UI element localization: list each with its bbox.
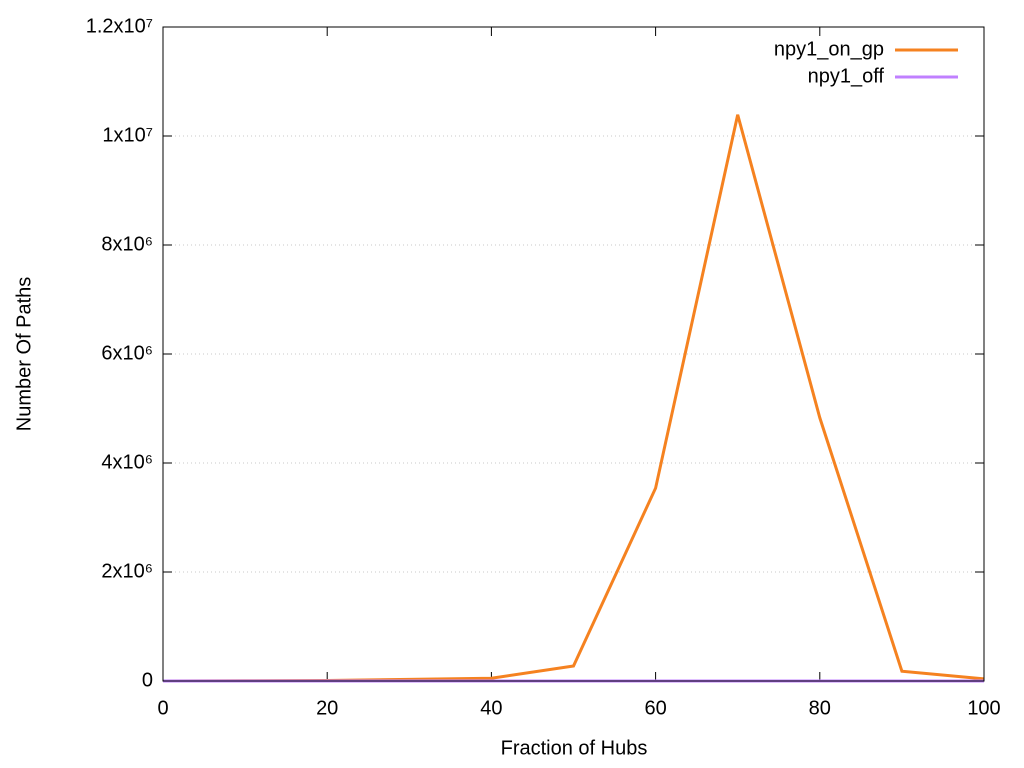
x-tick-label: 20 <box>316 697 338 719</box>
plot-frame <box>162 26 985 682</box>
y-tick-label: 2x10⁶ <box>101 560 153 582</box>
x-tick-label: 40 <box>480 697 502 719</box>
legend-label: npy1_on_gp <box>774 38 884 60</box>
y-axis-label: Number Of Paths <box>13 277 35 432</box>
y-tick-label: 6x10⁶ <box>101 342 153 364</box>
y-tick-label: 4x10⁶ <box>101 451 153 473</box>
x-axis-label: Fraction of Hubs <box>501 737 648 759</box>
x-tick-label: 0 <box>157 697 168 719</box>
legend-label: npy1_off <box>808 65 885 87</box>
y-tick-label: 8x10⁶ <box>101 233 153 255</box>
x-tick-label: 60 <box>644 697 666 719</box>
y-tick-label: 1.2x10⁷ <box>86 15 153 37</box>
y-tick-label: 0 <box>142 669 153 691</box>
line <box>162 114 985 683</box>
x-tick-label: 100 <box>967 697 1000 719</box>
x-tick-label: 80 <box>809 697 831 719</box>
y-tick-label: 1x10⁷ <box>102 124 153 146</box>
